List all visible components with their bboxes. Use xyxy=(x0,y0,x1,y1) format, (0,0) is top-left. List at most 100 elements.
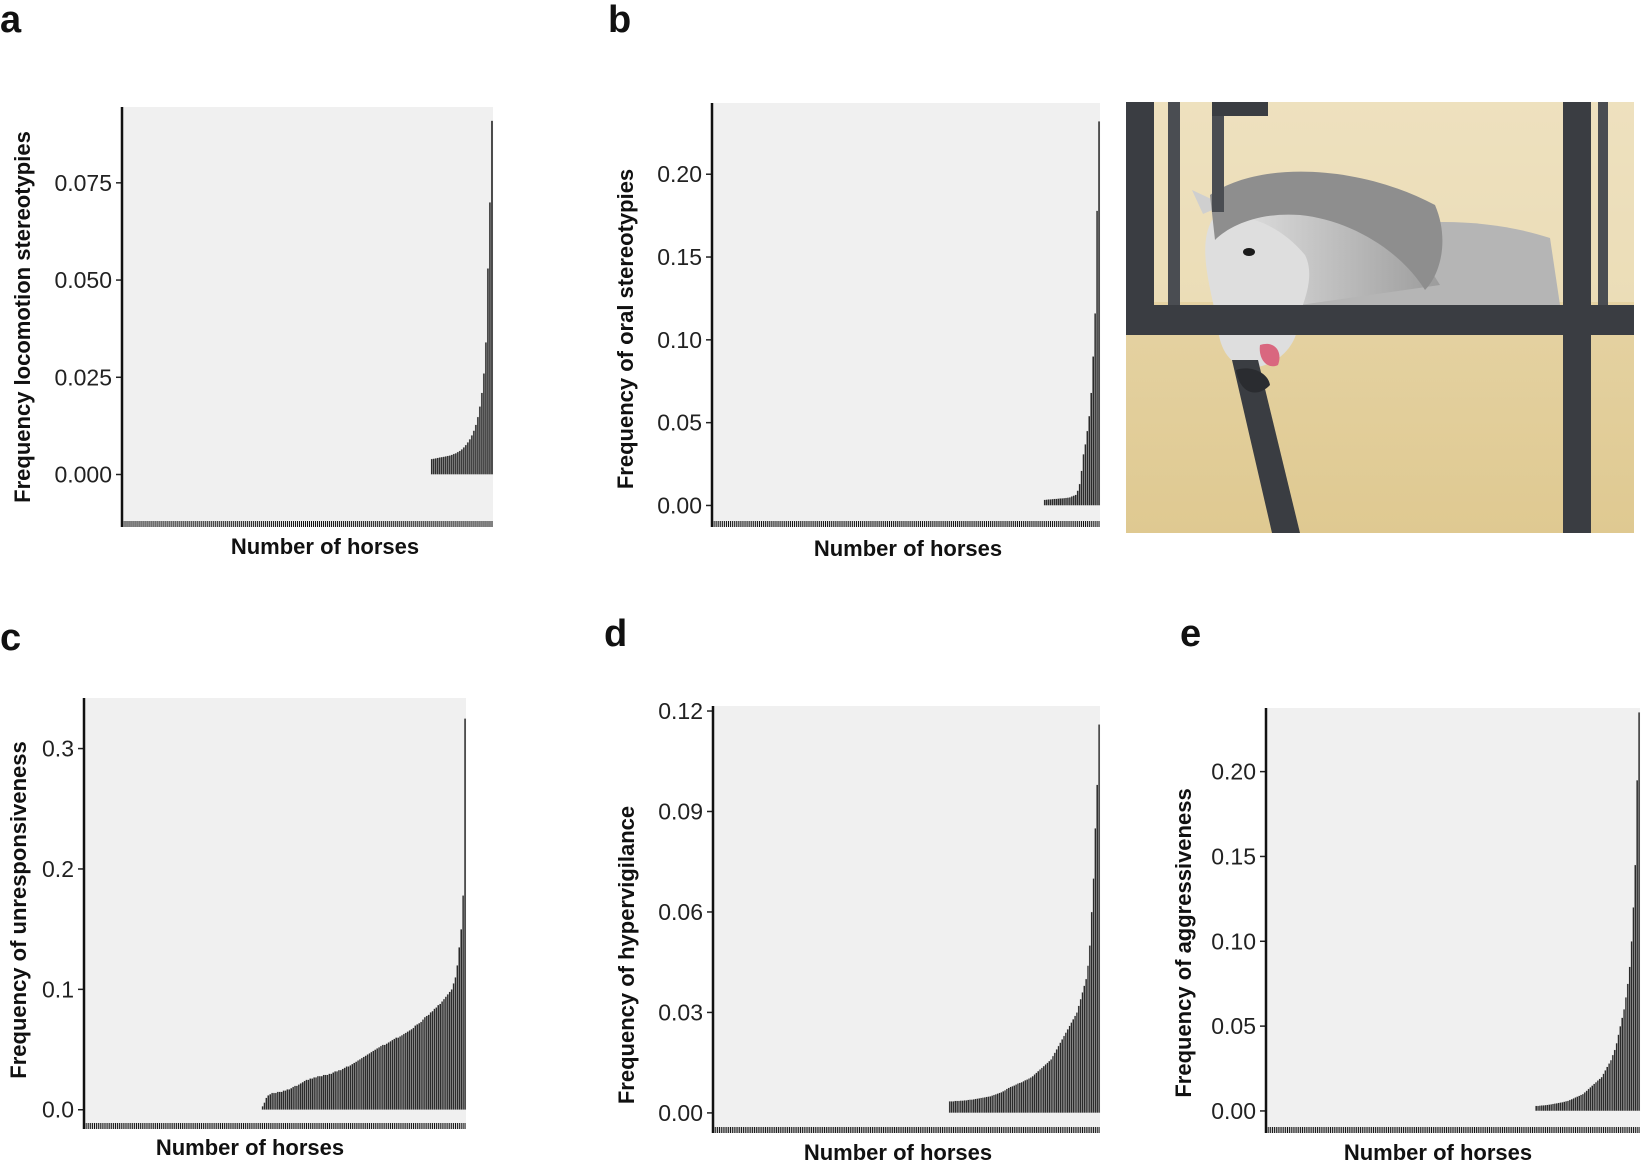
bar-a xyxy=(436,457,440,475)
bar-c xyxy=(444,996,448,1110)
bar-c xyxy=(274,1092,278,1110)
bar-e xyxy=(1546,1104,1549,1112)
bar-c xyxy=(280,1091,283,1110)
bar-a xyxy=(456,451,460,475)
stall-post-slanted xyxy=(1232,360,1300,533)
x-axis-title-a: Number of horses xyxy=(231,534,419,559)
bar-c xyxy=(328,1073,331,1110)
bar-b xyxy=(1082,453,1085,506)
bar-e xyxy=(1568,1099,1571,1112)
bar-d xyxy=(956,1100,959,1114)
bar-d xyxy=(976,1098,979,1114)
bar-d xyxy=(1044,1064,1047,1114)
bar-d xyxy=(1083,985,1086,1114)
y-ticks-d: 0.00 0.03 0.06 0.09 0.12 xyxy=(658,698,713,1126)
bar-e xyxy=(1591,1085,1594,1112)
bar-d xyxy=(1003,1089,1007,1114)
bar-d xyxy=(959,1100,962,1114)
bar-b xyxy=(1053,498,1056,506)
bar-c xyxy=(305,1079,308,1110)
y-tick-label-a: 0.025 xyxy=(54,364,112,390)
bar-b xyxy=(1062,497,1066,506)
bar-a xyxy=(450,454,454,475)
bar-e xyxy=(1594,1081,1598,1112)
y-tick-label-d: 0.09 xyxy=(658,798,703,824)
bar-d xyxy=(994,1093,997,1114)
bar-c xyxy=(456,965,459,1110)
bar-a xyxy=(462,447,466,475)
bar-d xyxy=(963,1100,966,1114)
y-tick-label-e: 0.05 xyxy=(1211,1013,1256,1039)
bar-c xyxy=(446,993,449,1110)
bar-e xyxy=(1598,1078,1601,1112)
bar-e xyxy=(1630,941,1633,1112)
bar-e xyxy=(1637,712,1641,1112)
bar-c xyxy=(292,1086,295,1110)
bar-c xyxy=(389,1040,392,1110)
panel-letter-e: e xyxy=(1180,613,1201,655)
bar-e xyxy=(1609,1059,1613,1112)
bar-d xyxy=(1011,1085,1014,1114)
bar-c xyxy=(418,1022,421,1110)
bar-d xyxy=(1005,1088,1009,1114)
y-tick-label-d: 0.03 xyxy=(658,999,703,1025)
bar-e xyxy=(1596,1080,1600,1112)
bar-c xyxy=(437,1004,440,1110)
bar-c xyxy=(419,1021,423,1110)
bar-e xyxy=(1613,1049,1616,1112)
bar-a xyxy=(458,450,462,475)
bar-d xyxy=(1057,1045,1060,1114)
bar-e xyxy=(1540,1105,1543,1112)
stall-bar xyxy=(1126,102,1154,315)
bar-a xyxy=(488,202,492,475)
bar-a xyxy=(442,456,446,475)
bar-c xyxy=(267,1095,270,1110)
bar-a xyxy=(454,452,458,475)
y-tick-label-c: 0.0 xyxy=(42,1097,74,1123)
bar-c xyxy=(385,1043,388,1110)
y-tick-label-b: 0.00 xyxy=(657,492,702,518)
plot-area-b xyxy=(712,103,1100,527)
bar-e xyxy=(1581,1093,1585,1112)
bar-b xyxy=(1045,499,1048,506)
bar-e xyxy=(1548,1104,1551,1112)
bar-a xyxy=(438,457,442,475)
bar-c xyxy=(332,1072,335,1110)
bar-e xyxy=(1566,1100,1570,1112)
y-tick-label-d: 0.12 xyxy=(658,698,703,724)
bar-c xyxy=(431,1010,434,1110)
bar-d xyxy=(1051,1055,1055,1114)
x-axis-title-e: Number of horses xyxy=(1344,1140,1532,1162)
stall-bar xyxy=(1598,102,1608,315)
bar-c xyxy=(290,1087,293,1110)
bar-d xyxy=(1029,1077,1032,1114)
y-ticks-b: 0.00 0.05 0.10 0.15 0.20 xyxy=(657,161,712,518)
bar-e xyxy=(1611,1054,1614,1112)
bar-b xyxy=(1049,499,1052,506)
panel-letter-d: d xyxy=(604,613,627,655)
bar-c xyxy=(462,895,465,1110)
bar-c xyxy=(349,1065,352,1110)
bar-b xyxy=(1080,470,1083,506)
bar-d xyxy=(992,1094,996,1114)
bar-e xyxy=(1626,983,1629,1112)
bar-e xyxy=(1600,1076,1603,1112)
bar-e xyxy=(1617,1034,1620,1112)
y-ticks-c: 0.0 0.1 0.2 0.3 xyxy=(42,736,84,1123)
bar-e xyxy=(1538,1105,1542,1112)
bar-d xyxy=(985,1096,988,1114)
y-tick-label-c: 0.2 xyxy=(42,856,74,882)
bar-d xyxy=(1062,1035,1066,1114)
bars-c xyxy=(84,718,467,1129)
bar-b xyxy=(1088,415,1091,506)
bar-c xyxy=(356,1060,360,1110)
bar-c xyxy=(412,1027,415,1110)
bar-c xyxy=(261,1105,264,1110)
bar-b xyxy=(1078,483,1081,506)
bar-a xyxy=(480,392,484,475)
bar-c xyxy=(423,1016,427,1110)
bar-c xyxy=(400,1034,404,1110)
bar-e xyxy=(1557,1102,1560,1112)
bar-a xyxy=(490,120,494,475)
bar-b xyxy=(1043,499,1046,506)
